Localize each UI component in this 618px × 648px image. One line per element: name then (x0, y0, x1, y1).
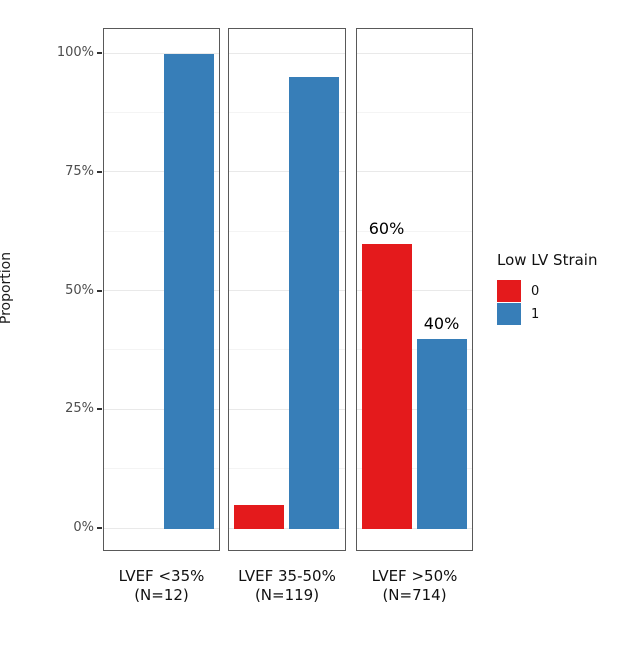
major-gridline (229, 52, 345, 54)
minor-gridline (104, 468, 219, 470)
legend-title: Low LV Strain (497, 251, 598, 269)
major-gridline (229, 527, 345, 529)
major-gridline (357, 290, 472, 291)
y-tick-mark (97, 289, 102, 292)
facet-label-line1: LVEF <35% (118, 567, 205, 585)
major-gridline (104, 290, 219, 291)
bar-series-0 (234, 504, 284, 529)
major-gridline (104, 52, 219, 54)
y-tick-mark (97, 52, 102, 54)
minor-gridline (229, 111, 345, 113)
legend-key-label: 0 (531, 283, 540, 299)
facet-category-label: LVEF 35-50% (N=119) (216, 567, 358, 605)
major-gridline (104, 171, 219, 173)
minor-gridline (357, 349, 472, 351)
major-gridline (229, 408, 345, 410)
minor-gridline (357, 111, 472, 113)
minor-gridline (229, 349, 345, 351)
bar-value-label: 60% (368, 218, 405, 238)
y-tick-mark (97, 170, 102, 173)
bar-series-0 (361, 243, 412, 529)
legend-key-label: 1 (531, 306, 540, 322)
facet-category-label: LVEF >50% (N=714) (344, 567, 485, 605)
y-axis-title: Proportion (0, 251, 14, 325)
major-gridline (229, 290, 345, 291)
major-gridline (357, 52, 472, 54)
y-tick-label: 0% (73, 520, 94, 535)
facet-panel (103, 28, 220, 551)
bar-series-1 (416, 338, 467, 529)
minor-gridline (357, 230, 472, 232)
facet-label-line1: LVEF 35-50% (238, 567, 336, 585)
legend-entry: 1 (497, 303, 597, 325)
legend-key-swatch (497, 303, 521, 325)
y-tick-label: 75% (65, 163, 94, 179)
bar-value-label: 40% (423, 313, 460, 333)
y-tick-label: 50% (65, 282, 94, 298)
facet-label-line2: (N=714) (382, 586, 447, 604)
minor-gridline (104, 111, 219, 113)
major-gridline (357, 527, 472, 529)
facet-label-line2: (N=119) (254, 586, 320, 604)
legend-key-swatch (497, 280, 521, 302)
minor-gridline (229, 468, 345, 470)
facet-panel (228, 28, 346, 551)
y-tick-mark (97, 408, 102, 411)
facet-label-line2: (N=12) (134, 586, 189, 604)
facet-label-line1: LVEF >50% (371, 567, 458, 585)
major-gridline (104, 527, 219, 529)
major-gridline (229, 171, 345, 173)
major-gridline (357, 408, 472, 410)
bar-series-1 (163, 53, 214, 529)
legend-entry: 0 (497, 280, 597, 302)
major-gridline (357, 171, 472, 173)
facet-category-label: LVEF <35% (N=12) (91, 567, 232, 605)
y-tick-label: 25% (65, 401, 94, 417)
minor-gridline (229, 230, 345, 232)
bar-series-1 (289, 77, 339, 529)
minor-gridline (104, 230, 219, 232)
major-gridline (104, 408, 219, 410)
minor-gridline (357, 468, 472, 470)
y-tick-mark (97, 527, 102, 529)
y-tick-label: 100% (56, 45, 94, 60)
facet-panel: 60% 40% (356, 28, 473, 551)
minor-gridline (104, 349, 219, 351)
